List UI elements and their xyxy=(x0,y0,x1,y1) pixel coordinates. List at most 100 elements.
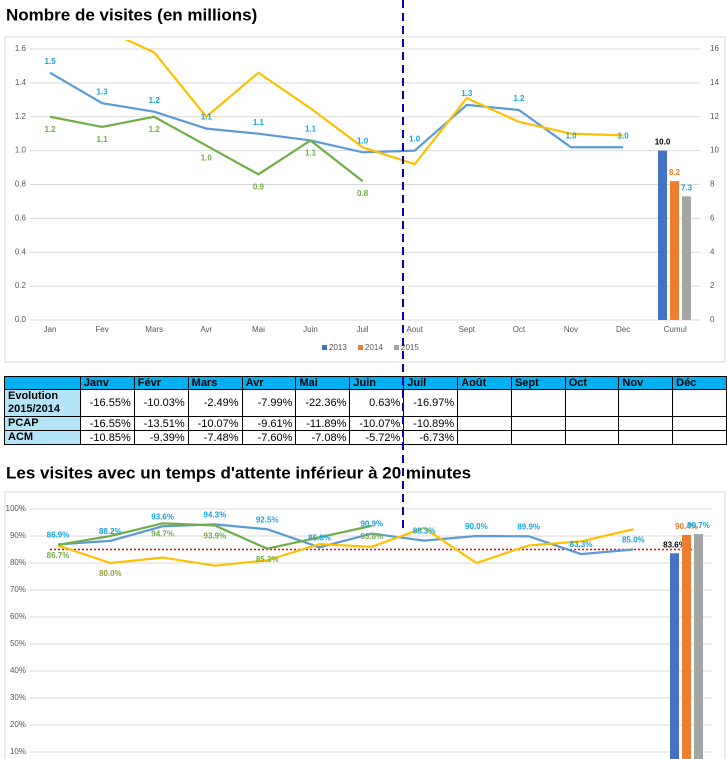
data-label: 86.9% xyxy=(47,530,70,539)
y2-tick-label: 6 xyxy=(710,213,715,222)
x-tick-label: Mai xyxy=(252,325,265,334)
data-label: 1.5 xyxy=(44,57,56,66)
data-label: 90.9% xyxy=(360,520,383,529)
x-tick-label: Fev xyxy=(95,325,108,334)
line xyxy=(57,526,634,567)
line xyxy=(124,40,624,166)
y-tick-label: 10% xyxy=(10,747,26,756)
header-cell: Févr xyxy=(133,376,189,390)
table-cell: 0.63% xyxy=(349,389,405,417)
table-cell: -6.73% xyxy=(403,430,459,445)
bar-label: 90.4% xyxy=(675,522,698,531)
data-label: 93.9% xyxy=(204,532,227,541)
table-cell xyxy=(618,430,674,445)
table-row: PCAP -16.55% -13.51% -10.07% -9.61% -11.89% -1… xyxy=(4,416,727,431)
table-cell xyxy=(457,389,512,417)
table-cell xyxy=(564,416,620,431)
data-label: 88.2% xyxy=(99,527,122,536)
y2-tick-label: 12 xyxy=(710,112,719,121)
evolution-table: Janv Févr Mars Avr Mai Juin Juil Août Sept Oct Nov… xyxy=(4,376,727,445)
header-cell: Mars xyxy=(187,376,243,390)
data-label: 1.3 xyxy=(461,89,473,98)
table-cell xyxy=(564,430,620,445)
table-cell: -2.49% xyxy=(187,389,243,417)
header-cell: Janv xyxy=(79,376,135,390)
header-cell: Oct xyxy=(564,376,620,390)
y2-tick-label: 0 xyxy=(710,315,715,324)
bar xyxy=(694,534,703,759)
y-tick-label: 90% xyxy=(10,531,26,540)
table-cell xyxy=(672,430,727,445)
legend-swatch xyxy=(322,345,327,350)
x-tick-label: Juin xyxy=(303,325,318,334)
y-tick-label: 0.2 xyxy=(15,281,27,290)
table-cell xyxy=(457,430,512,445)
header-cell: Sept xyxy=(510,376,566,390)
header-cell: Juin xyxy=(349,376,405,390)
x-tick-label: Juil xyxy=(357,325,369,334)
x-tick-label: Dec xyxy=(616,325,630,334)
table-cell: -7.48% xyxy=(187,430,243,445)
table-cell: -5.72% xyxy=(349,430,405,445)
data-label: 88.3% xyxy=(413,527,436,536)
table-cell: -13.51% xyxy=(133,416,189,431)
table-cell xyxy=(510,430,566,445)
table-cell: -7.99% xyxy=(241,389,297,417)
bar-label: 10.0 xyxy=(655,138,671,147)
data-label: 86.7% xyxy=(47,551,70,560)
bar xyxy=(682,534,691,759)
y2-tick-label: 14 xyxy=(710,78,719,87)
table-cell: -9.39% xyxy=(133,430,189,445)
table-cell xyxy=(618,416,674,431)
table-cell: -10.03% xyxy=(133,389,189,417)
bar-label: 7.3 xyxy=(681,183,693,192)
y2-tick-label: 16 xyxy=(710,44,719,53)
header-cell: Août xyxy=(457,376,512,390)
header-cell: Nov xyxy=(618,376,674,390)
header-cell: Déc xyxy=(672,376,727,390)
table-cell: -16.97% xyxy=(403,389,459,417)
data-label: 93.6% xyxy=(151,512,174,521)
y-tick-label: 1.6 xyxy=(15,44,27,53)
legend-swatch xyxy=(358,345,363,350)
y-tick-label: 40% xyxy=(10,666,26,675)
legend-swatch xyxy=(394,345,399,350)
data-label: 80.0% xyxy=(99,569,122,578)
y-tick-label: 100% xyxy=(6,504,26,513)
x-tick-label: Nov xyxy=(564,325,578,334)
data-label: 1.2 xyxy=(513,94,525,103)
table-cell: -7.08% xyxy=(295,430,351,445)
y-tick-label: 30% xyxy=(10,693,26,702)
legend-label: 2015 xyxy=(401,343,419,352)
bar xyxy=(682,196,691,320)
y2-tick-label: 2 xyxy=(710,281,715,290)
legend-label: 2014 xyxy=(365,343,383,352)
data-label: 1.0 xyxy=(565,131,577,140)
chart-title: Les visites avec un temps d'attente infé… xyxy=(6,463,471,482)
row-label: PCAP xyxy=(4,416,81,431)
bar xyxy=(670,181,679,320)
data-label: 1.0 xyxy=(357,136,369,145)
x-tick-label: Avr xyxy=(200,325,212,334)
data-label: 85.0% xyxy=(622,536,645,545)
y-tick-label: 0.4 xyxy=(15,247,27,256)
x-tick-label: Mars xyxy=(145,325,163,334)
y-tick-label: 0.0 xyxy=(15,315,27,324)
data-label: 1.1 xyxy=(305,149,317,158)
data-label: 1.2 xyxy=(44,125,56,134)
y-tick-label: 0.8 xyxy=(15,180,27,189)
bar-label: 83.6% xyxy=(663,540,686,549)
y2-tick-label: 4 xyxy=(710,247,715,256)
data-label: 93.8% xyxy=(360,532,383,541)
y-tick-label: 70% xyxy=(10,585,26,594)
table-row: Evolution 2015/2014 -16.55% -10.03% -2.49% -… xyxy=(4,389,727,417)
y-tick-label: 1.2 xyxy=(15,112,27,121)
header-cell: Juil xyxy=(403,376,459,390)
data-label: 85.3% xyxy=(256,555,279,564)
data-label: 1.1 xyxy=(305,125,317,134)
data-label: 83.3% xyxy=(570,540,593,549)
legend-label: 2013 xyxy=(329,343,347,352)
data-label: 1.0 xyxy=(409,135,421,144)
